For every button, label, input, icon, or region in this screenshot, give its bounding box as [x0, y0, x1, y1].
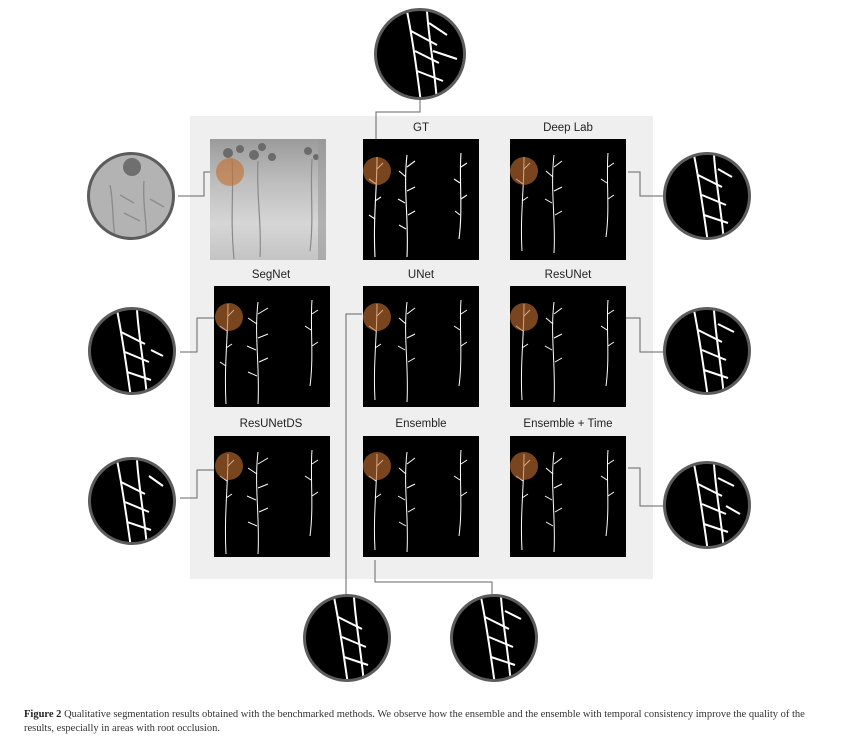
zoom-roots-drawing — [480, 597, 522, 679]
roots-drawing — [219, 449, 319, 555]
label-unet: UNet — [407, 269, 435, 281]
occlusion-marker-segnet — [215, 303, 243, 331]
label-gt: GT — [413, 122, 429, 134]
ensemble-time-tile — [510, 436, 626, 557]
connector-ensemble-time — [628, 467, 664, 507]
occlusion-marker-resunet — [510, 303, 538, 331]
zoom-roots-drawing — [116, 460, 164, 542]
zoom-input — [87, 152, 175, 240]
connector-ensemble — [374, 560, 493, 594]
occlusion-marker-ensemble-time — [510, 452, 538, 480]
zoom-deeplab — [663, 152, 751, 240]
connector-resunetds — [180, 469, 214, 499]
connector-unet — [345, 313, 362, 596]
zoom-roots-drawing — [693, 310, 735, 392]
figure-caption: Figure 2 Qualitative segmentation result… — [24, 708, 819, 736]
roots-drawing — [368, 449, 468, 553]
zoom-ensemble — [450, 594, 538, 682]
connector-resunet — [626, 317, 664, 353]
zoom-gt — [374, 8, 466, 100]
zoom-photo-drawing — [109, 158, 165, 237]
zoom-roots-drawing — [333, 597, 369, 679]
connector-deeplab — [628, 171, 664, 197]
label-deeplab: Deep Lab — [543, 122, 593, 134]
label-ensemble-time: Ensemble + Time — [523, 418, 613, 430]
occlusion-marker-unet — [363, 303, 391, 331]
zoom-segnet — [88, 307, 176, 395]
connector-gt — [375, 100, 421, 140]
label-resunet: ResUNet — [544, 269, 592, 281]
connector-segnet — [180, 317, 214, 353]
zoom-unet — [303, 594, 391, 682]
zoom-roots-drawing — [693, 464, 741, 546]
label-ensemble: Ensemble — [395, 418, 447, 430]
occlusion-marker-gt — [363, 157, 391, 185]
zoom-roots-drawing — [693, 155, 733, 237]
zoom-roots-drawing — [116, 310, 164, 392]
occlusion-marker-deeplab — [510, 157, 538, 185]
zoom-resunet — [663, 307, 751, 395]
zoom-ensemble-time — [663, 461, 751, 549]
occlusion-marker-ensemble — [363, 452, 391, 480]
label-resunetds: ResUNetDS — [239, 418, 303, 430]
figure-label: Figure 2 — [24, 709, 62, 720]
label-segnet: SegNet — [251, 269, 291, 281]
occlusion-marker-resunetds — [215, 452, 243, 480]
roots-drawing — [515, 449, 615, 553]
zoom-resunetds — [88, 457, 176, 545]
occlusion-marker-input — [216, 158, 244, 186]
zoom-roots-drawing — [406, 11, 458, 97]
caption-text: Qualitative segmentation results obtaine… — [24, 709, 805, 734]
